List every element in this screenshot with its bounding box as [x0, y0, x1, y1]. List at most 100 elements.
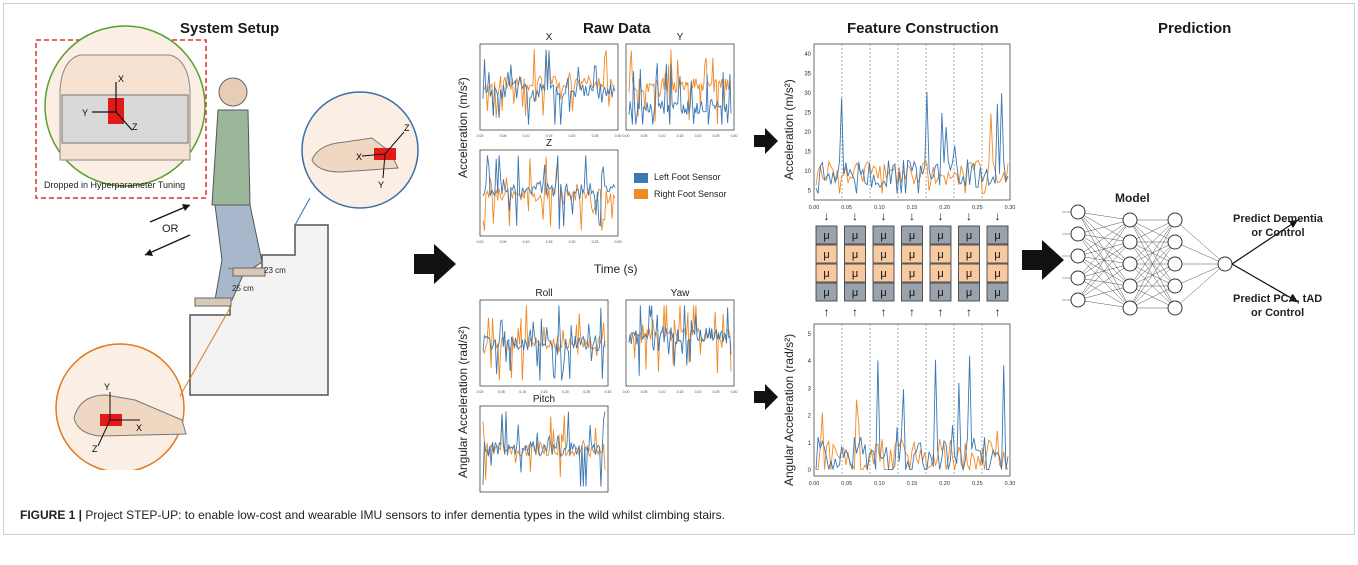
nn-output-arrow-up — [1231, 219, 1299, 265]
raw-xtick-x: 0.20 — [569, 134, 576, 138]
raw-xtick-y: 0.15 — [677, 134, 684, 138]
raw-series-right-pitch — [482, 413, 606, 480]
nn-node — [1070, 270, 1086, 286]
raw-xtick-x: 0.30 — [615, 134, 622, 138]
feature-mu-cell — [872, 282, 895, 302]
arrow-setup-to-raw — [414, 244, 456, 284]
right-foot-axis-x: X — [356, 152, 362, 162]
feature-mu-symbol: μ — [909, 287, 915, 299]
feature-mu-cell — [929, 263, 952, 283]
feature-mu-cell — [901, 263, 923, 283]
step-depth-label: 25 cm — [232, 284, 254, 293]
feature-angular-ytick: 0 — [808, 468, 812, 474]
legend-right-swatch — [634, 189, 648, 200]
legend: Left Foot Sensor Right Foot Sensor — [634, 172, 727, 200]
raw-series-left-yaw — [628, 305, 732, 376]
legend-left-label: Left Foot Sensor — [654, 172, 721, 182]
raw-data-title: Raw Data — [583, 20, 651, 37]
figure-caption-label: FIGURE 1 | — [20, 508, 83, 522]
feature-accel-ylabel: Acceleration (m/s²) — [782, 79, 796, 180]
feature-mu-cell — [901, 282, 923, 302]
feature-mu-cell — [844, 244, 866, 264]
nn-node — [1167, 278, 1183, 294]
nn-node — [1070, 204, 1086, 220]
feature-up-arrow: ↑ — [909, 305, 915, 319]
feature-accel-ytick: 35 — [804, 71, 811, 77]
raw-xtick-y: 0.30 — [731, 134, 738, 138]
feature-down-arrow: ↓ — [881, 209, 887, 223]
feature-up-arrow: ↑ — [995, 305, 1001, 319]
nn-connection — [1077, 219, 1131, 257]
raw-xtick-yaw: 0.00 — [623, 390, 630, 394]
nn-node — [1167, 212, 1183, 228]
feature-mu-cell — [815, 225, 838, 245]
feature-angular-ytick: 3 — [808, 386, 812, 392]
raw-xtick-z: 0.10 — [523, 240, 530, 244]
chest-band — [61, 94, 189, 144]
raw-xtick-roll: 0.10 — [519, 390, 526, 394]
prediction-title: Prediction — [1158, 20, 1232, 37]
arrow-raw-angular-to-feature — [754, 384, 778, 410]
raw-series-left-y — [628, 63, 732, 125]
left-foot-axis-y: Y — [104, 382, 110, 392]
raw-xtick-z: 0.20 — [569, 240, 576, 244]
torso-axis-x: X — [118, 74, 124, 84]
legend-right: Right Foot Sensor — [634, 189, 727, 200]
feature-down-arrow: ↓ — [938, 209, 944, 223]
feature-mu-cell — [872, 263, 895, 283]
feature-mu-symbol: μ — [937, 268, 943, 280]
raw-xtick-roll: 0.05 — [498, 390, 505, 394]
feature-mu-symbol: μ — [994, 268, 1000, 280]
feature-mu-symbol: μ — [937, 230, 943, 242]
raw-xtick-z: 0.15 — [546, 240, 553, 244]
feature-accel-xtick: 0.05 — [841, 205, 852, 211]
raw-panel-title-pitch: Pitch — [533, 394, 555, 405]
nn-connection — [1077, 219, 1131, 301]
nn-connection — [1077, 219, 1131, 279]
output-subtype: Predict PCA, tAD or Control — [1233, 292, 1322, 320]
feature-down-arrow: ↓ — [852, 209, 858, 223]
person-shoe-right — [232, 267, 266, 277]
feature-accel-ytick: 20 — [804, 130, 811, 136]
nn-connection — [1174, 263, 1226, 309]
feature-mu-symbol: μ — [966, 230, 972, 242]
raw-xtick-roll: 0.20 — [562, 390, 569, 394]
nn-node — [1167, 300, 1183, 316]
torso-axis-y: Y — [82, 108, 88, 118]
feature-angular-xtick: 0.20 — [939, 481, 950, 487]
person-head — [218, 77, 248, 107]
feature-mu-symbol: μ — [994, 230, 1000, 242]
feature-mu-cell — [872, 225, 895, 245]
feature-mu-symbol: μ — [852, 230, 858, 242]
nn-connection — [1129, 219, 1176, 265]
nn-node — [1167, 234, 1183, 250]
right-foot-axis-z: Z — [404, 123, 410, 133]
raw-xtick-z: 0.25 — [592, 240, 599, 244]
person-torso — [211, 109, 251, 206]
nn-output-arrowhead-up — [1289, 220, 1298, 228]
feature-accel-left-series — [815, 91, 1009, 194]
feature-accel-xtick: 0.20 — [939, 205, 950, 211]
feature-up-arrow: ↑ — [852, 305, 858, 319]
feature-angular-right-series — [816, 399, 1009, 472]
feature-up-arrow: ↑ — [938, 305, 944, 319]
feature-construction-panels: 5 10 15 20 25 30 35 40 0 1 2 3 4 5 0.00 0.00 0.05 0.05 0.1… — [804, 43, 1015, 487]
raw-xtick-y: 0.20 — [695, 134, 702, 138]
raw-panel-title-yaw: Yaw — [671, 288, 690, 299]
feature-angular-ylabel: Angular Acceleration (rad/s²) — [782, 333, 796, 486]
raw-xtick-x: 0.15 — [546, 134, 553, 138]
nn-connection — [1129, 219, 1176, 309]
legend-left-swatch — [634, 172, 648, 183]
raw-xtick-z: 0.05 — [500, 240, 507, 244]
nn-connection — [1077, 299, 1131, 309]
feature-mu-symbol: μ — [880, 230, 886, 242]
feature-mu-cell — [844, 225, 866, 245]
feature-mu-symbol: μ — [994, 287, 1000, 299]
raw-panel-title-y: Y — [677, 32, 684, 43]
raw-xtick-yaw: 0.25 — [713, 390, 720, 394]
feature-construction-title: Feature Construction — [847, 20, 999, 37]
feature-accel-ytick: 25 — [804, 110, 811, 116]
raw-xtick-y: 0.00 — [623, 134, 630, 138]
feature-mu-cell — [986, 244, 1009, 264]
raw-xtick-z: 0.30 — [615, 240, 622, 244]
